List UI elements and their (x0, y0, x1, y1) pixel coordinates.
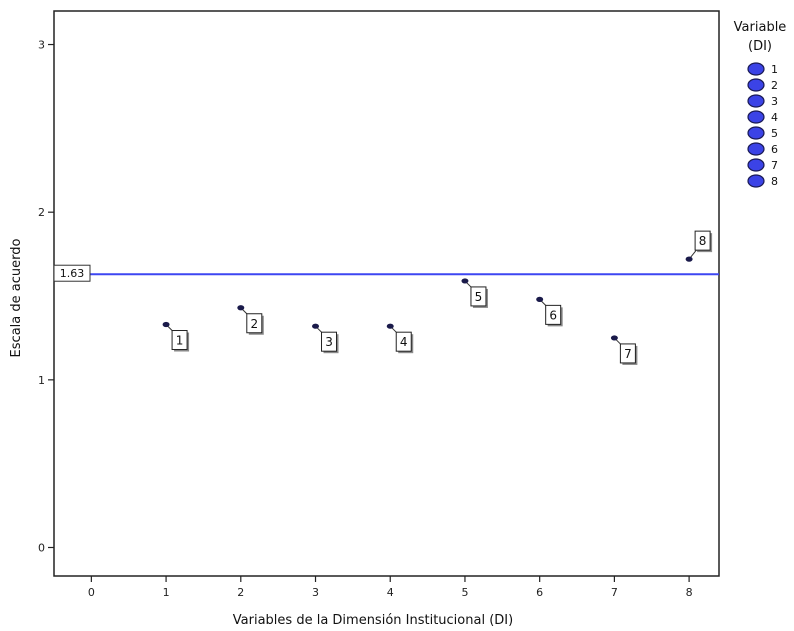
legend-marker (747, 158, 765, 172)
data-point (386, 323, 394, 329)
point-label-box (246, 313, 263, 334)
point-label-box (171, 330, 188, 351)
x-tick-label: 2 (237, 586, 244, 599)
data-point (162, 321, 170, 328)
point-label-box (321, 331, 338, 352)
point-label: 1 (176, 334, 184, 348)
mean-label-box (53, 264, 91, 282)
legend-marker (747, 142, 765, 156)
x-tick-label: 6 (536, 586, 543, 599)
legend-entry-label: 7 (771, 159, 778, 172)
legend-subtitle: (DI) (748, 39, 772, 54)
x-axis-title: Variables de la Dimensión Institucional … (233, 613, 513, 628)
point-label: 2 (250, 317, 258, 331)
legend-marker (747, 110, 765, 124)
plot-frame (53, 10, 720, 577)
data-point (610, 335, 618, 341)
point-label: 7 (624, 347, 632, 361)
data-point (237, 305, 245, 311)
point-label: 4 (400, 335, 408, 349)
legend-entry-label: 3 (771, 95, 778, 108)
x-tick-label: 8 (686, 586, 693, 599)
point-label: 8 (699, 234, 707, 248)
x-tick-label: 1 (163, 586, 170, 599)
data-point (536, 296, 544, 302)
x-tick-label: 5 (461, 586, 468, 599)
y-axis-title: Escala de acuerdo (9, 239, 24, 358)
point-label: 6 (549, 308, 557, 322)
reference-line: 1.63 (53, 264, 719, 282)
x-tick-label: 0 (88, 586, 95, 599)
y-axis: 0 1 2 3 (38, 39, 54, 554)
legend-entry-label: 1 (771, 63, 778, 76)
x-axis: 0 1 2 3 4 5 6 7 8 (88, 576, 693, 599)
y-tick-label: 1 (38, 374, 45, 387)
y-tick-label: 3 (38, 39, 45, 52)
point-label: 5 (475, 290, 483, 304)
legend-marker (747, 174, 765, 188)
legend-entry-label: 4 (771, 111, 778, 124)
point-label-box (619, 343, 636, 364)
x-tick-label: 7 (611, 586, 618, 599)
legend-entry-label: 6 (771, 143, 778, 156)
y-tick-label: 0 (38, 541, 45, 554)
legend-marker (747, 78, 765, 92)
legend-entry-label: 8 (771, 175, 778, 188)
legend-title: Variable (734, 20, 787, 35)
point-label: 3 (325, 335, 333, 349)
legend-marker (747, 62, 765, 76)
point-label-box (470, 286, 487, 307)
legend-entry-label: 5 (771, 127, 778, 140)
data-point (461, 278, 469, 284)
mean-label: 1.63 (60, 267, 85, 280)
point-label-box (694, 230, 711, 251)
point-label-box (395, 331, 412, 352)
y-tick-label: 2 (38, 206, 45, 219)
x-tick-label: 4 (387, 586, 394, 599)
x-tick-label: 3 (312, 586, 319, 599)
legend-entry-label: 2 (771, 79, 778, 92)
data-point (685, 256, 693, 262)
data-points: 1 2 3 4 5 6 7 8 (162, 230, 713, 365)
legend-marker (747, 126, 765, 140)
legend: Variable (DI) 1 2 3 4 5 6 7 8 (734, 20, 787, 188)
data-point (312, 323, 320, 329)
point-label-box (545, 304, 562, 325)
legend-marker (747, 94, 765, 108)
